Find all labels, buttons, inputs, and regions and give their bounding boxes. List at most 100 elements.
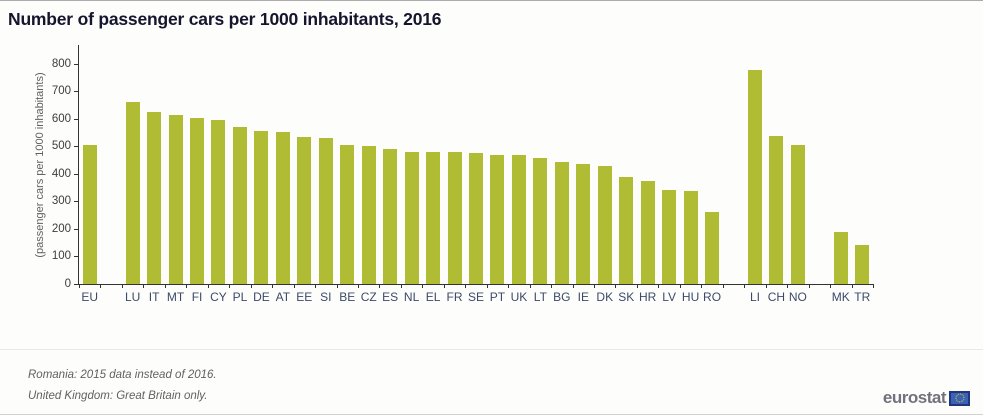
- x-tick-label-es: ES: [382, 290, 399, 304]
- bar-pt: [490, 154, 505, 284]
- y-tick-label-500: 500: [51, 140, 71, 153]
- x-tick-label-pt: PT: [489, 290, 506, 304]
- x-axis-tick: [443, 284, 445, 288]
- x-axis-tick: [551, 284, 553, 288]
- bar-dk: [597, 165, 612, 284]
- y-axis-tick: [74, 146, 79, 148]
- bar-de: [254, 130, 269, 284]
- bar-ee: [297, 136, 312, 284]
- bar-li: [747, 70, 762, 284]
- y-axis-tick: [74, 118, 79, 120]
- bar-mt: [168, 114, 183, 284]
- x-axis-tick: [765, 284, 767, 288]
- y-tick-label-100: 100: [51, 250, 71, 263]
- x-axis-tick: [572, 284, 574, 288]
- x-tick-label-lu: LU: [124, 290, 141, 304]
- bar-mk: [833, 232, 848, 284]
- x-axis-tick: [272, 284, 274, 288]
- y-tick-label-300: 300: [51, 195, 71, 208]
- bar-cz: [361, 145, 376, 284]
- x-tick-label-sk: SK: [618, 290, 635, 304]
- eurostat-logo: eurostat: [883, 388, 970, 408]
- bar-ch: [769, 135, 784, 284]
- x-axis-tick: [186, 284, 188, 288]
- bar-it: [147, 111, 162, 284]
- x-tick-label-de: DE: [253, 290, 270, 304]
- y-tick-label-0: 0: [64, 278, 71, 290]
- x-tick-label-se: SE: [467, 290, 484, 304]
- x-axis-tick: [594, 284, 596, 288]
- x-axis-tick: [830, 284, 832, 288]
- bar-si: [318, 137, 333, 284]
- bar-es: [383, 148, 398, 284]
- y-tick-label-700: 700: [51, 85, 71, 98]
- bar-eu: [82, 144, 97, 284]
- x-axis-tick: [679, 284, 681, 288]
- x-axis-tick: [658, 284, 660, 288]
- x-axis-tick: [336, 284, 338, 288]
- bar-lu: [125, 101, 140, 284]
- x-tick-label-it: IT: [148, 290, 160, 304]
- x-tick-label-ie: IE: [577, 290, 589, 304]
- bar-pl: [232, 126, 247, 284]
- x-tick-label-el: EL: [425, 290, 441, 304]
- x-tick-label-fi: FI: [191, 290, 203, 304]
- x-tick-label-at: AT: [275, 290, 291, 304]
- x-axis-tick: [143, 284, 145, 288]
- x-axis-tick: [465, 284, 467, 288]
- x-axis-tick: [207, 284, 209, 288]
- x-tick-label-cy: CY: [210, 290, 227, 304]
- x-axis-tick: [121, 284, 123, 288]
- x-tick-label-uk: UK: [510, 290, 528, 304]
- x-axis-tick: [873, 284, 874, 288]
- x-tick-label-ee: EE: [296, 290, 313, 304]
- x-tick-label-no: NO: [788, 290, 807, 304]
- x-axis-tick: [529, 284, 531, 288]
- bar-nl: [404, 151, 419, 284]
- footer-divider: [0, 349, 983, 350]
- x-tick-label-dk: DK: [596, 290, 614, 304]
- x-axis-tick: [808, 284, 810, 288]
- x-axis-tick: [79, 284, 80, 288]
- x-tick-label-eu: EU: [81, 290, 99, 304]
- y-axis-tick: [74, 91, 79, 93]
- x-axis-tick: [315, 284, 317, 288]
- x-tick-label-hr: HR: [638, 290, 657, 304]
- x-tick-label-mt: MT: [166, 290, 185, 304]
- eu-flag-icon: [949, 390, 970, 406]
- x-axis-tick: [636, 284, 638, 288]
- footnote-uk: United Kingdom: Great Britain only.: [28, 390, 208, 402]
- y-axis-tick: [74, 63, 79, 65]
- bar-fr: [447, 152, 462, 284]
- bar-hu: [683, 190, 698, 284]
- bar-uk: [511, 154, 526, 284]
- x-axis-tick: [250, 284, 252, 288]
- y-tick-label-200: 200: [51, 222, 71, 235]
- y-axis-tick: [74, 228, 79, 230]
- y-tick-label-600: 600: [51, 112, 71, 125]
- bar-lt: [533, 158, 548, 284]
- bar-el: [426, 152, 441, 284]
- bar-sk: [619, 176, 634, 284]
- eurostat-logo-text: eurostat: [882, 388, 947, 407]
- x-tick-label-cz: CZ: [360, 290, 377, 304]
- x-axis-tick: [486, 284, 488, 288]
- chart-title: Number of passenger cars per 1000 inhabi…: [8, 9, 442, 29]
- bar-hr: [640, 180, 655, 284]
- x-axis-tick: [400, 284, 402, 288]
- x-axis-tick: [851, 284, 853, 288]
- bar-no: [790, 144, 805, 284]
- bar-ie: [576, 163, 591, 284]
- x-tick-label-tr: TR: [854, 290, 871, 304]
- x-tick-label-mk: MK: [831, 290, 850, 304]
- y-axis-tick: [74, 256, 79, 258]
- x-axis-tick: [744, 284, 746, 288]
- x-axis-tick: [229, 284, 231, 288]
- bar-at: [275, 132, 290, 284]
- x-tick-label-bg: BG: [553, 290, 571, 304]
- y-tick-label-800: 800: [51, 57, 71, 70]
- bar-bg: [554, 162, 569, 284]
- bar-cy: [211, 120, 226, 284]
- x-tick-label-ro: RO: [703, 290, 722, 304]
